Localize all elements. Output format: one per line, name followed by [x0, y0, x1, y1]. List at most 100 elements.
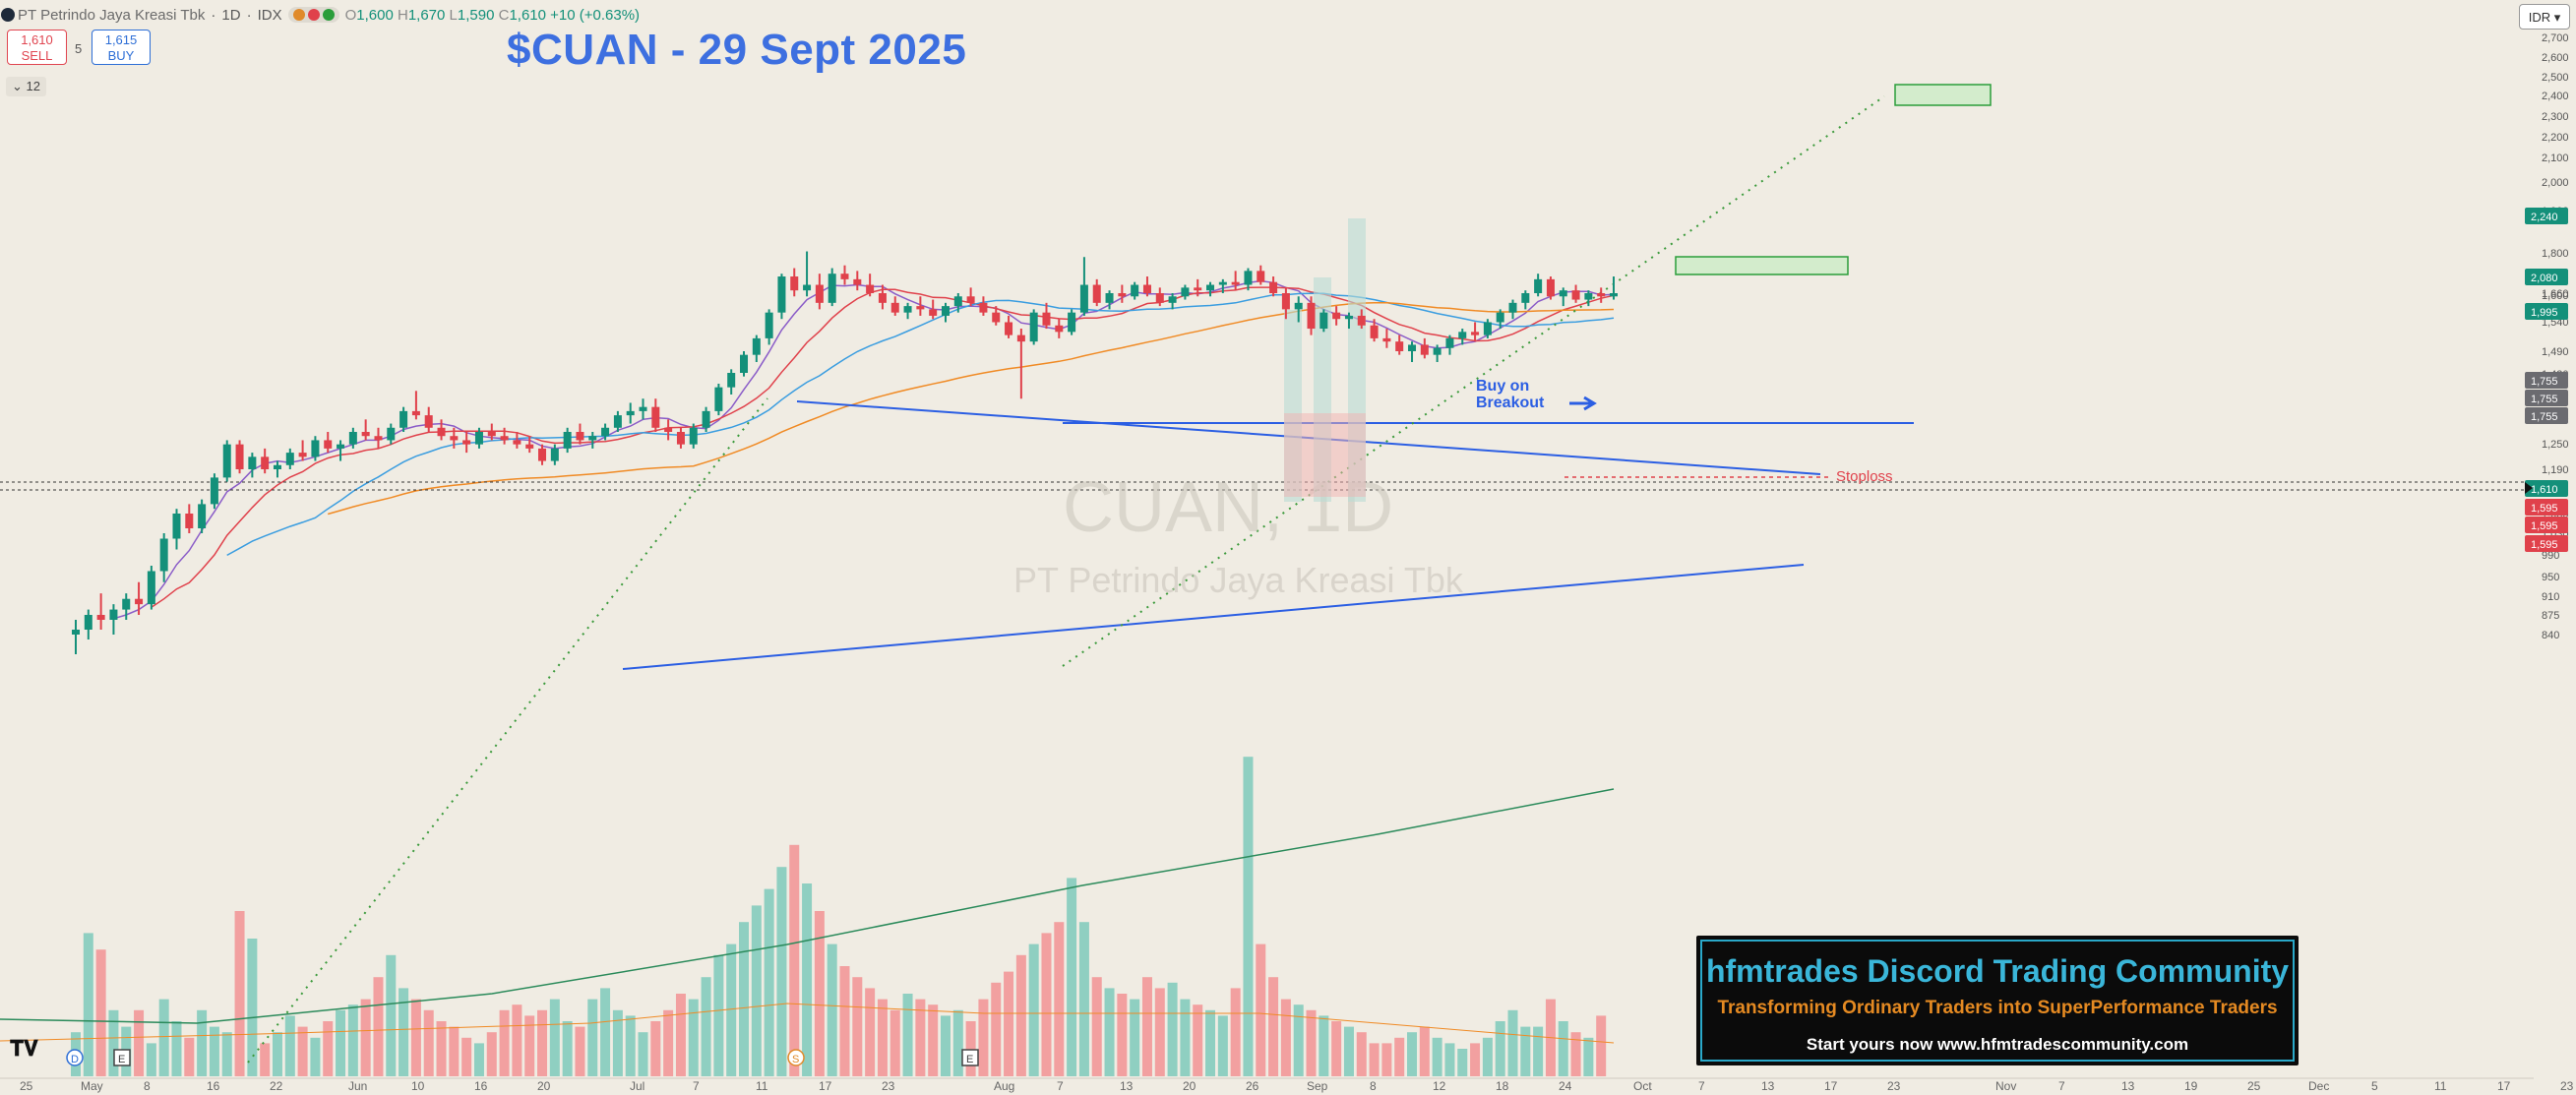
candle-body: [588, 436, 597, 441]
volume-bar: [297, 1026, 308, 1076]
candle-body: [1016, 335, 1025, 342]
price-tag-label: 1,595: [2531, 539, 2558, 551]
price-tag: [2525, 499, 2568, 516]
volume-bar: [158, 999, 169, 1076]
volume-bar: [1343, 1026, 1354, 1076]
x-axis-tick-label: Nov: [1995, 1079, 2016, 1093]
x-axis-tick-label: Dec: [2308, 1079, 2329, 1093]
status-pill[interactable]: [287, 7, 339, 23]
x-axis-tick-label: 17: [1824, 1079, 1838, 1093]
candle-body: [285, 453, 294, 465]
volume-bar: [310, 1037, 321, 1076]
volume-bar: [486, 1032, 497, 1076]
x-axis-tick-label: 23: [1887, 1079, 1901, 1093]
candle-body: [1370, 325, 1379, 338]
candle-body: [727, 373, 736, 388]
symbol-name[interactable]: PT Petrindo Jaya Kreasi Tbk: [18, 6, 206, 24]
volume-bar: [1243, 757, 1254, 1076]
candle-body: [1231, 281, 1240, 285]
y-axis-tick-label: 2,300: [2542, 111, 2569, 123]
y-axis-tick-label: 2,700: [2542, 32, 2569, 44]
candle-body: [1584, 293, 1593, 300]
price-tag-label: 1,595: [2531, 520, 2558, 532]
x-axis-tick-label: 20: [537, 1079, 551, 1093]
candle-body: [878, 293, 887, 303]
volume-bar: [663, 1009, 674, 1076]
volume-bar: [814, 911, 825, 1076]
x-axis-tick-label: Oct: [1633, 1079, 1652, 1093]
volume-bar: [789, 844, 800, 1076]
volume-bar: [688, 999, 699, 1076]
candle-body: [1508, 302, 1517, 313]
candle-body: [1244, 271, 1253, 285]
candle-body: [1068, 312, 1076, 333]
target-dotted-line: [1062, 95, 1885, 667]
buy-button[interactable]: 1,615 BUY: [92, 30, 151, 65]
tradingview-logo-icon[interactable]: 𝐓𝐕: [10, 1036, 38, 1061]
candle-body: [966, 296, 975, 303]
candle-body: [337, 444, 345, 449]
interval-label[interactable]: 1D: [221, 6, 241, 24]
volume-bar: [978, 999, 989, 1076]
candle-body: [1105, 293, 1114, 303]
volume-bar: [1256, 943, 1266, 1076]
candle-body: [399, 410, 408, 428]
indicators-toggle[interactable]: ⌄ 12: [6, 77, 46, 96]
candle-body: [424, 415, 433, 428]
candle-body: [601, 427, 610, 437]
candle-body: [1257, 271, 1265, 282]
volume-bar: [537, 1009, 548, 1076]
last-price-pointer-icon: [2525, 482, 2533, 494]
volume-bar: [134, 1009, 145, 1076]
candle-body: [298, 453, 307, 457]
candle-body: [1571, 290, 1580, 300]
candle-body: [1269, 281, 1278, 293]
volume-bar: [108, 1009, 119, 1076]
y-axis-tick-label: 1,660: [2542, 288, 2569, 300]
candle-body: [109, 609, 118, 620]
y-axis-tick-label: 990: [2542, 550, 2559, 562]
price-tag-label: 1,995: [2531, 307, 2558, 319]
price-tag-label: 1,595: [2531, 503, 2558, 515]
y-axis-tick-label: 1,190: [2542, 464, 2569, 476]
volume-bar: [83, 933, 93, 1076]
volume-bar: [776, 867, 787, 1076]
volume-bar: [1570, 1032, 1581, 1076]
candle-body: [765, 312, 773, 338]
y-axis-tick-label: 950: [2542, 572, 2559, 583]
ma-50-line: [327, 302, 1615, 516]
x-axis-tick-label: 16: [207, 1079, 220, 1093]
volume-bar: [638, 1032, 648, 1076]
volume-bar: [323, 1021, 334, 1076]
y-axis-tick-label: 2,000: [2542, 177, 2569, 189]
y-axis-tick-label: 1,250: [2542, 439, 2569, 451]
currency-select[interactable]: IDR ▾: [2519, 4, 2570, 30]
breakout-arrow-icon: [1569, 395, 1597, 411]
ma-20-line: [226, 292, 1615, 557]
volume-bar: [1381, 1043, 1392, 1076]
candle-body: [1294, 302, 1303, 310]
volume-bar: [1104, 988, 1115, 1076]
y-axis-tick-label: 1,600: [2542, 290, 2569, 302]
volume-bar: [1205, 1009, 1216, 1076]
x-axis-tick-label: 7: [1698, 1079, 1705, 1093]
candle-body: [1433, 347, 1441, 355]
candle-body: [1546, 278, 1555, 297]
volume-bar: [1356, 1032, 1367, 1076]
volume-bar: [1041, 933, 1052, 1076]
volume-bar: [902, 994, 913, 1076]
projection-dotted-line: [247, 397, 768, 1064]
volume-bar: [839, 966, 850, 1076]
x-axis-tick-label: 8: [144, 1079, 151, 1093]
candle-body: [890, 302, 899, 313]
candle-body: [198, 504, 207, 528]
volume-bar: [461, 1037, 472, 1076]
volume-bar: [726, 943, 737, 1076]
ohlc-values: O1,600 H1,670 L1,590 C1,610 +10 (+0.63%): [344, 6, 641, 24]
volume-bar: [764, 888, 774, 1076]
sell-button[interactable]: 1,610 SELL: [7, 30, 67, 65]
candle-body: [411, 410, 420, 416]
candle-body: [185, 514, 194, 528]
x-axis-tick-label: 13: [1761, 1079, 1775, 1093]
